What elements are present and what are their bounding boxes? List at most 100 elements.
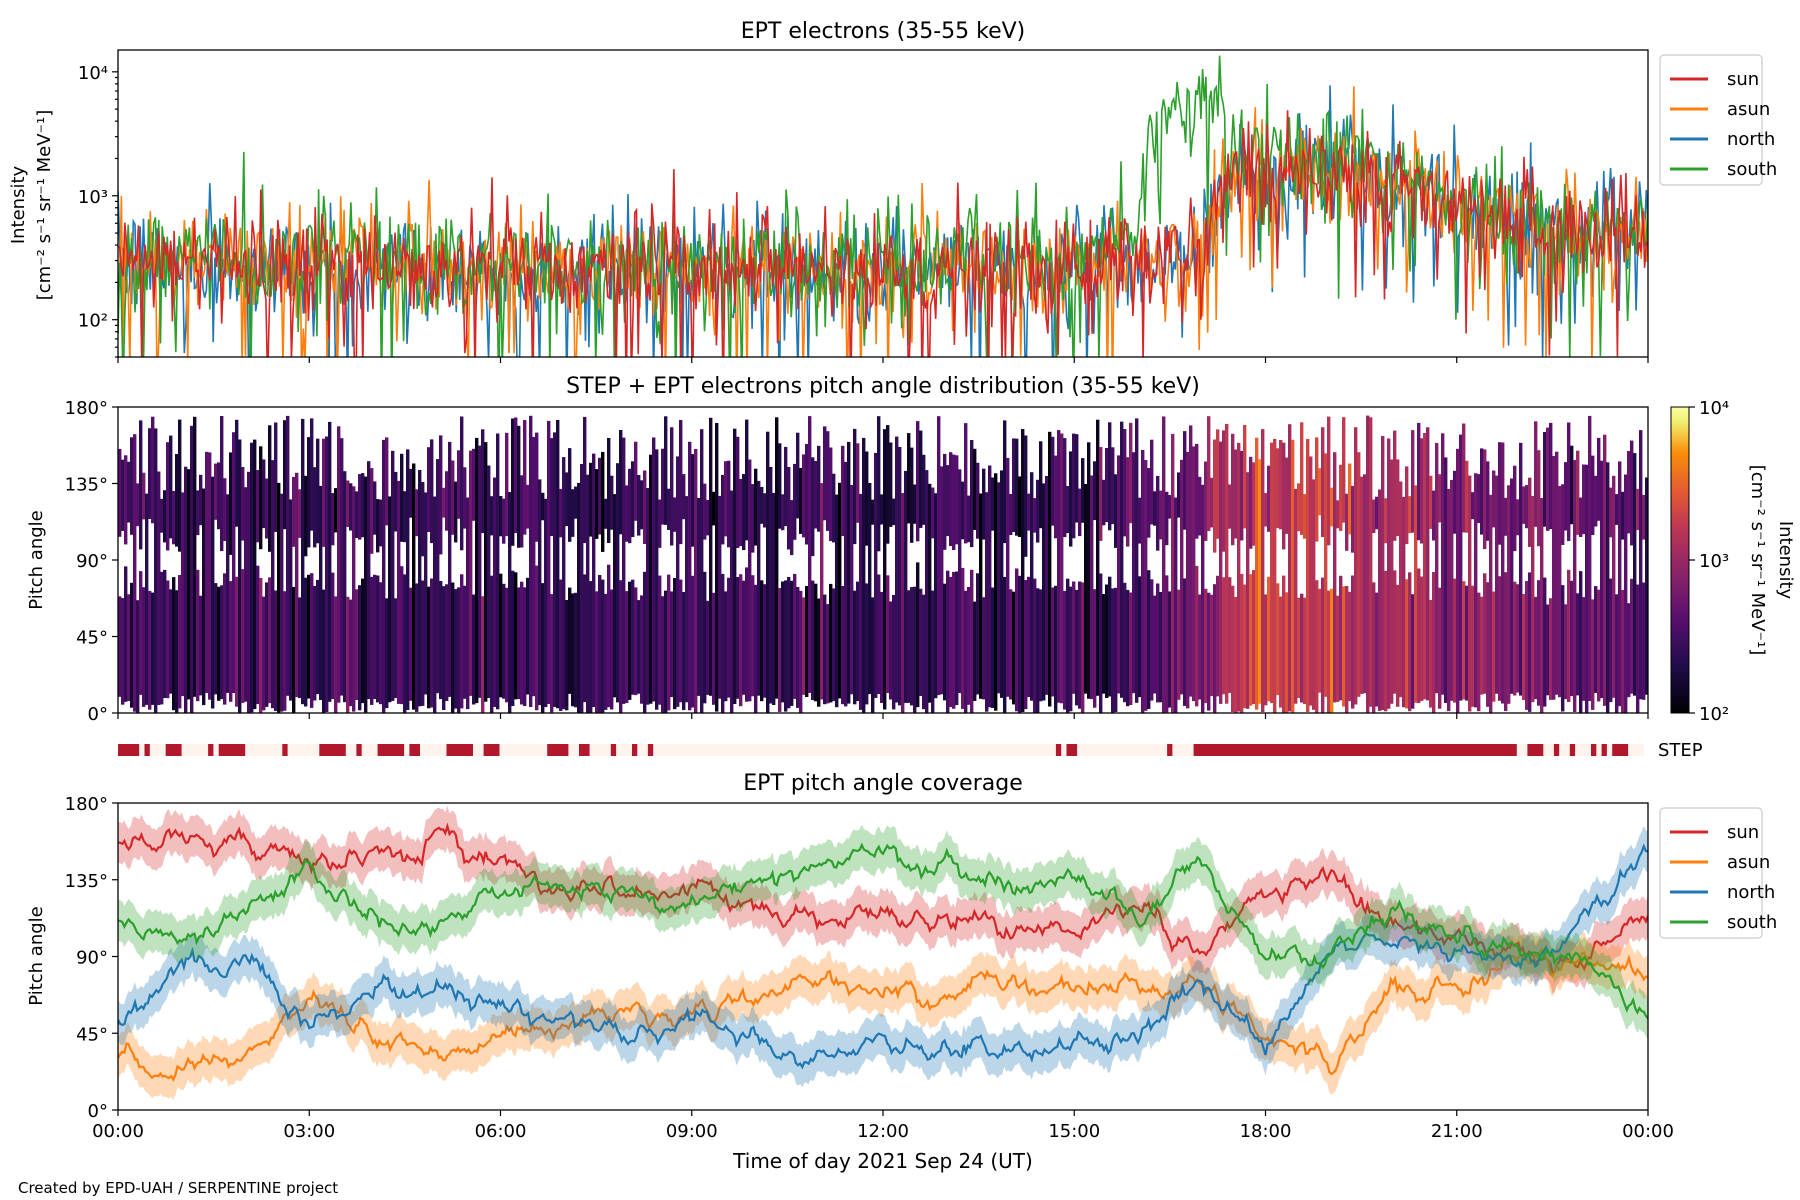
- heatmap-cell: [1615, 594, 1619, 713]
- x-tick-label: 18:00: [1240, 1121, 1292, 1142]
- heatmap-cell: [1306, 439, 1310, 712]
- heatmap-cell: [415, 583, 419, 712]
- series-band-asun: [118, 929, 1648, 1101]
- heatmap-cell: [823, 426, 827, 521]
- heatmap-cell: [646, 488, 650, 705]
- heatmap-cell: [835, 494, 839, 708]
- heatmap-cell: [394, 598, 398, 699]
- heatmap-cell: [472, 448, 476, 521]
- heatmap-cell: [817, 445, 821, 532]
- heatmap-cell: [703, 483, 707, 540]
- heatmap-cell: [295, 472, 299, 698]
- heatmap-cell: [1618, 461, 1622, 707]
- heatmap-cell: [535, 565, 539, 711]
- heatmap-cell: [229, 452, 233, 555]
- heatmap-cell: [445, 471, 449, 531]
- heatmap-cell: [619, 430, 623, 535]
- heatmap-cell: [1219, 441, 1223, 704]
- heatmap-cell: [1114, 587, 1118, 712]
- heatmap-cell: [631, 579, 635, 695]
- heatmap-cell: [346, 596, 350, 713]
- heatmap-cell: [175, 454, 179, 547]
- heatmap-cell: [481, 429, 485, 534]
- heatmap-cell: [673, 578, 677, 710]
- step-on-segment: [218, 744, 246, 756]
- step-on-segment: [144, 744, 150, 756]
- heatmap-cell: [931, 590, 935, 713]
- heatmap-cell: [445, 584, 449, 701]
- heatmap-cell: [235, 419, 239, 527]
- heatmap-cell: [544, 498, 548, 708]
- heatmap-cell: [1615, 494, 1619, 525]
- heatmap-cell: [1357, 452, 1361, 697]
- heatmap-cell: [673, 497, 677, 532]
- heatmap-cell: [784, 446, 788, 527]
- heatmap-cell: [1021, 429, 1025, 712]
- heatmap-cell: [814, 461, 818, 529]
- heatmap-cell: [619, 580, 623, 713]
- heatmap-cell: [136, 600, 140, 713]
- heatmap-cell: [1471, 585, 1475, 707]
- heatmap-cell: [1429, 475, 1433, 529]
- heatmap-cell: [1627, 603, 1631, 698]
- heatmap-cell: [832, 473, 836, 543]
- heatmap-cell: [151, 592, 155, 705]
- heatmap-cell: [931, 487, 935, 539]
- heatmap-cell: [1069, 451, 1073, 547]
- heatmap-cell: [841, 586, 845, 705]
- heatmap-cell: [739, 478, 743, 547]
- heatmap-cell: [208, 452, 212, 700]
- heatmap-cell: [943, 453, 947, 550]
- heatmap-cell: [1552, 456, 1556, 700]
- heatmap-cell: [376, 499, 380, 553]
- heatmap-cell: [535, 432, 539, 542]
- heatmap-cell: [991, 477, 995, 531]
- heatmap-cell: [886, 575, 890, 693]
- heatmap-cell: [1252, 462, 1256, 546]
- step-on-segment: [610, 744, 617, 756]
- heatmap-cell: [1291, 439, 1295, 713]
- heatmap-cell: [661, 596, 665, 713]
- heatmap-cell: [1249, 574, 1253, 706]
- heatmap-cell: [508, 492, 512, 713]
- panel3: EPT pitch angle coverage 0° 45° 90° 135° 180…: [26, 771, 1777, 1173]
- heatmap-cell: [313, 467, 317, 548]
- heatmap-cell: [745, 567, 749, 702]
- heatmap-cell: [766, 431, 770, 713]
- heatmap-cell: [1195, 565, 1199, 707]
- heatmap-cell: [1516, 584, 1520, 693]
- heatmap-cell: [355, 491, 359, 538]
- y-tick-label: 180°: [65, 398, 108, 419]
- heatmap-cell: [1072, 433, 1076, 539]
- heatmap-cell: [298, 489, 302, 538]
- heatmap-cell: [898, 447, 902, 706]
- heatmap-cell: [1612, 475, 1616, 698]
- heatmap-cell: [586, 474, 590, 713]
- heatmap-cell: [907, 590, 911, 703]
- heatmap-cell: [253, 439, 257, 710]
- heatmap-cell: [1279, 440, 1283, 530]
- heatmap-cell: [457, 587, 461, 713]
- heatmap-cell: [1453, 578, 1457, 703]
- heatmap-cell: [1621, 491, 1625, 540]
- heatmap-cell: [697, 497, 701, 696]
- heatmap-cell: [1630, 578, 1634, 694]
- heatmap-cell: [1363, 474, 1367, 694]
- heatmap-cell: [688, 441, 692, 711]
- heatmap-cell: [1399, 481, 1403, 698]
- heatmap-cell: [1183, 431, 1187, 530]
- heatmap-cell: [1033, 578, 1037, 713]
- heatmap-cell: [1009, 494, 1013, 535]
- heatmap-cell: [1081, 582, 1085, 713]
- heatmap-cell: [256, 470, 260, 543]
- legend-label-south: south: [1727, 912, 1777, 933]
- heatmap-cell: [769, 467, 773, 704]
- heatmap-cell: [298, 597, 302, 699]
- heatmap-cell: [739, 574, 743, 707]
- heatmap-cell: [634, 441, 638, 521]
- heatmap-cell: [964, 423, 968, 544]
- heatmap-cell: [757, 480, 761, 696]
- heatmap-cell: [1609, 578, 1613, 703]
- heatmap-cell: [889, 601, 893, 700]
- heatmap-cell: [928, 483, 932, 703]
